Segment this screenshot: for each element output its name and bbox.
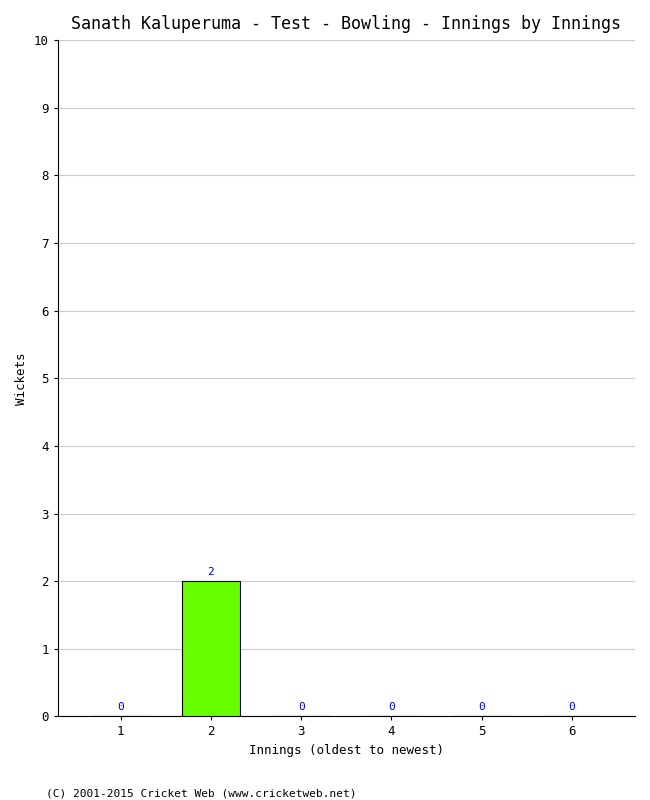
Y-axis label: Wickets: Wickets bbox=[15, 352, 28, 405]
Title: Sanath Kaluperuma - Test - Bowling - Innings by Innings: Sanath Kaluperuma - Test - Bowling - Inn… bbox=[72, 15, 621, 33]
Text: 0: 0 bbox=[569, 702, 575, 712]
Bar bbox=[181, 581, 240, 717]
Text: 0: 0 bbox=[118, 702, 124, 712]
Text: 2: 2 bbox=[207, 567, 214, 577]
Text: 0: 0 bbox=[478, 702, 485, 712]
X-axis label: Innings (oldest to newest): Innings (oldest to newest) bbox=[249, 744, 444, 757]
Text: (C) 2001-2015 Cricket Web (www.cricketweb.net): (C) 2001-2015 Cricket Web (www.cricketwe… bbox=[46, 788, 356, 798]
Text: 0: 0 bbox=[298, 702, 305, 712]
Text: 0: 0 bbox=[388, 702, 395, 712]
